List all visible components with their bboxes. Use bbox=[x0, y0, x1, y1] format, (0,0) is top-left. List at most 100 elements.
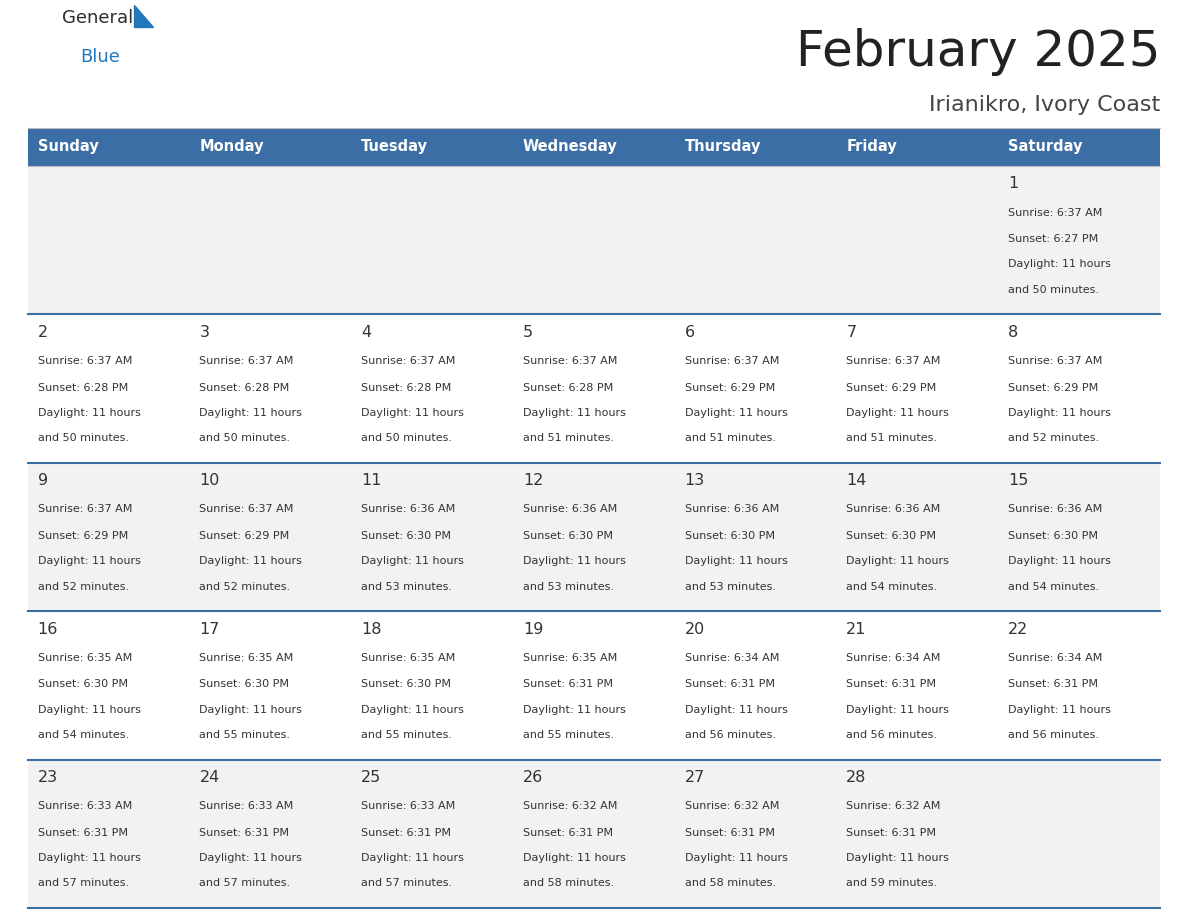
Text: and 50 minutes.: and 50 minutes. bbox=[361, 433, 453, 443]
Text: Sunrise: 6:37 AM: Sunrise: 6:37 AM bbox=[200, 356, 293, 366]
Text: Sunset: 6:30 PM: Sunset: 6:30 PM bbox=[1007, 532, 1098, 541]
Text: Tuesday: Tuesday bbox=[361, 140, 428, 154]
Bar bbox=[998, 314, 1159, 463]
Text: and 53 minutes.: and 53 minutes. bbox=[523, 581, 614, 591]
Text: Sunrise: 6:35 AM: Sunrise: 6:35 AM bbox=[523, 653, 617, 663]
Text: Sunset: 6:31 PM: Sunset: 6:31 PM bbox=[200, 828, 290, 838]
Text: 7: 7 bbox=[846, 325, 857, 340]
Text: 15: 15 bbox=[1007, 473, 1029, 488]
Text: Sunset: 6:28 PM: Sunset: 6:28 PM bbox=[200, 383, 290, 393]
Text: Sunrise: 6:37 AM: Sunrise: 6:37 AM bbox=[846, 356, 941, 366]
Bar bbox=[836, 759, 998, 908]
Text: and 56 minutes.: and 56 minutes. bbox=[846, 730, 937, 740]
Text: Daylight: 11 hours: Daylight: 11 hours bbox=[846, 556, 949, 566]
Bar bbox=[998, 128, 1159, 166]
Bar bbox=[190, 128, 352, 166]
Text: Sunset: 6:29 PM: Sunset: 6:29 PM bbox=[38, 532, 128, 541]
Text: 18: 18 bbox=[361, 621, 381, 636]
Text: Sunrise: 6:37 AM: Sunrise: 6:37 AM bbox=[1007, 356, 1102, 366]
Text: Sunrise: 6:37 AM: Sunrise: 6:37 AM bbox=[38, 504, 132, 514]
Text: Daylight: 11 hours: Daylight: 11 hours bbox=[684, 853, 788, 863]
Text: Irianikro, Ivory Coast: Irianikro, Ivory Coast bbox=[929, 95, 1159, 115]
Text: Sunset: 6:29 PM: Sunset: 6:29 PM bbox=[1007, 383, 1098, 393]
Bar bbox=[29, 314, 190, 463]
Bar bbox=[675, 759, 836, 908]
Bar bbox=[190, 314, 352, 463]
Text: Sunrise: 6:33 AM: Sunrise: 6:33 AM bbox=[361, 801, 455, 812]
Text: Daylight: 11 hours: Daylight: 11 hours bbox=[200, 705, 302, 715]
Text: Friday: Friday bbox=[846, 140, 897, 154]
Text: 26: 26 bbox=[523, 770, 543, 785]
Text: 9: 9 bbox=[38, 473, 48, 488]
Text: Sunrise: 6:37 AM: Sunrise: 6:37 AM bbox=[361, 356, 455, 366]
Bar bbox=[190, 759, 352, 908]
Text: Sunrise: 6:34 AM: Sunrise: 6:34 AM bbox=[846, 653, 941, 663]
Text: General: General bbox=[62, 9, 133, 27]
Text: Sunset: 6:31 PM: Sunset: 6:31 PM bbox=[38, 828, 127, 838]
Text: Daylight: 11 hours: Daylight: 11 hours bbox=[361, 408, 465, 418]
Text: Sunset: 6:31 PM: Sunset: 6:31 PM bbox=[846, 828, 936, 838]
Text: Sunset: 6:30 PM: Sunset: 6:30 PM bbox=[846, 532, 936, 541]
Bar bbox=[836, 463, 998, 611]
Text: Sunrise: 6:37 AM: Sunrise: 6:37 AM bbox=[38, 356, 132, 366]
Text: 19: 19 bbox=[523, 621, 543, 636]
Bar bbox=[998, 463, 1159, 611]
Text: and 51 minutes.: and 51 minutes. bbox=[523, 433, 614, 443]
Bar bbox=[352, 128, 513, 166]
Text: and 55 minutes.: and 55 minutes. bbox=[200, 730, 290, 740]
Text: Daylight: 11 hours: Daylight: 11 hours bbox=[846, 408, 949, 418]
Text: 17: 17 bbox=[200, 621, 220, 636]
Bar bbox=[352, 611, 513, 759]
Text: 10: 10 bbox=[200, 473, 220, 488]
Bar bbox=[675, 314, 836, 463]
Text: Wednesday: Wednesday bbox=[523, 140, 618, 154]
Text: Sunrise: 6:32 AM: Sunrise: 6:32 AM bbox=[684, 801, 779, 812]
Text: Daylight: 11 hours: Daylight: 11 hours bbox=[200, 408, 302, 418]
Bar bbox=[836, 611, 998, 759]
Text: and 54 minutes.: and 54 minutes. bbox=[1007, 581, 1099, 591]
Bar bbox=[513, 611, 675, 759]
Text: Sunset: 6:31 PM: Sunset: 6:31 PM bbox=[684, 828, 775, 838]
Text: Sunrise: 6:37 AM: Sunrise: 6:37 AM bbox=[1007, 207, 1102, 218]
Bar bbox=[352, 759, 513, 908]
Text: 2: 2 bbox=[38, 325, 48, 340]
Text: Sunrise: 6:37 AM: Sunrise: 6:37 AM bbox=[684, 356, 779, 366]
Text: and 56 minutes.: and 56 minutes. bbox=[1007, 730, 1099, 740]
Bar bbox=[29, 759, 190, 908]
Bar bbox=[190, 611, 352, 759]
Text: Sunrise: 6:35 AM: Sunrise: 6:35 AM bbox=[200, 653, 293, 663]
Text: and 55 minutes.: and 55 minutes. bbox=[523, 730, 614, 740]
Text: 16: 16 bbox=[38, 621, 58, 636]
Text: Sunset: 6:31 PM: Sunset: 6:31 PM bbox=[1007, 679, 1098, 689]
Text: and 51 minutes.: and 51 minutes. bbox=[846, 433, 937, 443]
Text: 28: 28 bbox=[846, 770, 867, 785]
Bar bbox=[190, 463, 352, 611]
Text: and 57 minutes.: and 57 minutes. bbox=[361, 879, 453, 889]
Text: 5: 5 bbox=[523, 325, 533, 340]
Text: Sunset: 6:28 PM: Sunset: 6:28 PM bbox=[38, 383, 128, 393]
Text: Daylight: 11 hours: Daylight: 11 hours bbox=[846, 853, 949, 863]
Text: Sunrise: 6:37 AM: Sunrise: 6:37 AM bbox=[200, 504, 293, 514]
Text: and 52 minutes.: and 52 minutes. bbox=[38, 581, 128, 591]
Text: Daylight: 11 hours: Daylight: 11 hours bbox=[361, 705, 465, 715]
Text: Daylight: 11 hours: Daylight: 11 hours bbox=[523, 853, 626, 863]
Bar bbox=[675, 611, 836, 759]
Text: Saturday: Saturday bbox=[1007, 140, 1082, 154]
Text: Sunset: 6:31 PM: Sunset: 6:31 PM bbox=[684, 679, 775, 689]
Text: and 54 minutes.: and 54 minutes. bbox=[846, 581, 937, 591]
Bar bbox=[29, 463, 190, 611]
Text: Daylight: 11 hours: Daylight: 11 hours bbox=[846, 705, 949, 715]
Text: Sunrise: 6:35 AM: Sunrise: 6:35 AM bbox=[38, 653, 132, 663]
Text: 3: 3 bbox=[200, 325, 209, 340]
Bar bbox=[513, 314, 675, 463]
Text: and 53 minutes.: and 53 minutes. bbox=[684, 581, 776, 591]
Text: and 50 minutes.: and 50 minutes. bbox=[38, 433, 128, 443]
Text: and 54 minutes.: and 54 minutes. bbox=[38, 730, 128, 740]
Text: 21: 21 bbox=[846, 621, 867, 636]
Text: Daylight: 11 hours: Daylight: 11 hours bbox=[200, 853, 302, 863]
Text: Daylight: 11 hours: Daylight: 11 hours bbox=[1007, 556, 1111, 566]
Text: Sunset: 6:28 PM: Sunset: 6:28 PM bbox=[361, 383, 451, 393]
Bar bbox=[190, 166, 352, 314]
Text: Daylight: 11 hours: Daylight: 11 hours bbox=[684, 408, 788, 418]
Text: 6: 6 bbox=[684, 325, 695, 340]
